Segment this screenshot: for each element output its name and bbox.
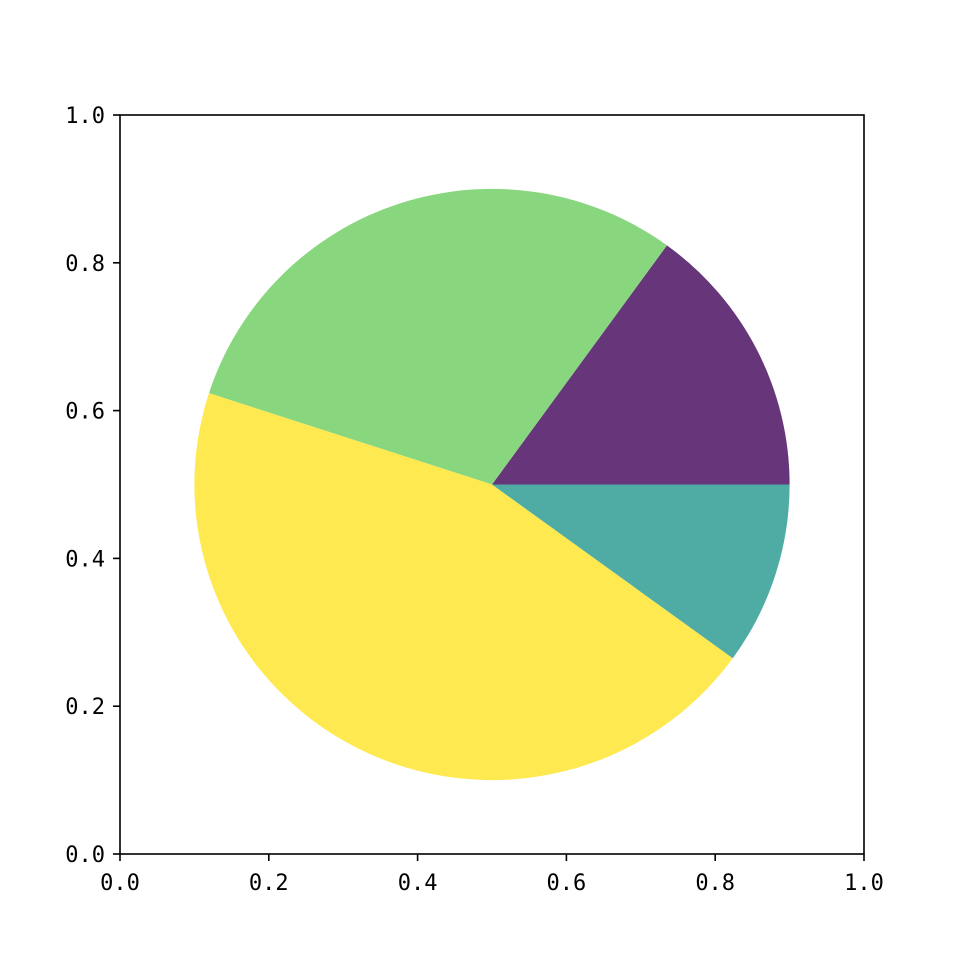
x-tick-label: 0.2 [249,871,289,896]
x-tick-label: 0.0 [100,871,140,896]
pie-slice-3 [194,393,733,781]
axis-ticks: 0.0 0.2 0.4 0.6 0.8 1.0 0.0 0.2 0.4 0.6 0.8 1.0 [65,104,884,896]
y-tick-label: 0.6 [65,400,105,425]
pie-slice-1 [492,245,790,485]
y-tick-label: 0.0 [65,843,105,868]
axes-frame [119,114,865,855]
pie-slices [194,188,790,781]
pie-slice-4 [492,484,790,659]
x-tick-label: 0.8 [695,871,735,896]
x-tick-label: 1.0 [844,871,884,896]
y-tick-label: 0.2 [65,695,105,720]
x-tick-label: 0.4 [398,871,438,896]
y-tick-label: 1.0 [65,104,105,129]
pie-slice-2 [208,188,667,485]
y-tick-label: 0.4 [65,547,105,572]
y-tick-label: 0.8 [65,252,105,277]
x-tick-label: 0.6 [547,871,587,896]
